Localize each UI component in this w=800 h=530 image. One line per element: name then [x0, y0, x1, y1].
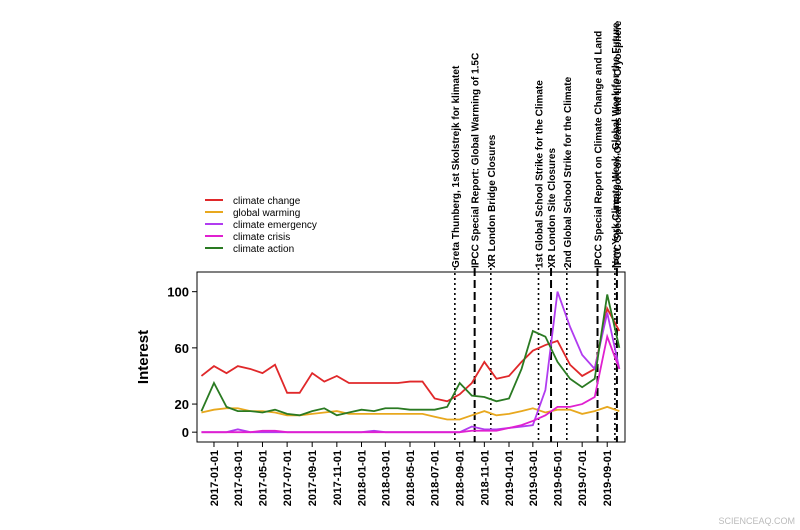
event-label: IPCC Special Report: Global Warming of 1… [471, 53, 482, 268]
x-tick-label: 2018-01-01 [356, 450, 368, 506]
event-label: XR London Site Closures [547, 148, 558, 268]
x-tick-label: 2019-03-01 [528, 450, 540, 506]
legend-label: climate change [233, 196, 301, 207]
plot-frame [196, 271, 626, 443]
x-tick-label: 2017-11-01 [332, 450, 344, 506]
x-tick-label: 2019-07-01 [577, 450, 589, 506]
x-tick-label: 2018-07-01 [430, 450, 442, 506]
y-tick-label: 60 [175, 341, 189, 356]
watermark: SCIENCEAQ.COM [718, 516, 795, 526]
x-tick-label: 2019-05-01 [553, 450, 565, 506]
x-tick-label: 2017-07-01 [282, 450, 294, 506]
x-tick-label: 2017-09-01 [307, 450, 319, 506]
series-line [201, 405, 620, 421]
event-label: IPCC Special Report on Climate Change an… [594, 31, 605, 268]
series-line [200, 305, 621, 403]
x-tick-label: 2019-01-01 [504, 450, 516, 506]
series-line [200, 294, 621, 417]
legend-label: climate action [233, 244, 294, 255]
legend-label: climate emergency [233, 220, 317, 231]
y-tick-label: 0 [182, 425, 189, 440]
x-tick-label: 2017-03-01 [233, 450, 245, 506]
event-label: IPCC Special Report on Oceans and the Cr… [613, 20, 624, 268]
x-tick-label: 2017-05-01 [257, 450, 269, 506]
x-tick-label: 2018-09-01 [455, 450, 467, 506]
y-axis-label: Interest [135, 330, 152, 384]
legend-label: climate crisis [233, 232, 290, 243]
y-tick-label: 100 [167, 285, 189, 300]
x-tick-label: 2019-09-01 [602, 450, 614, 506]
x-tick-label: 2017-01-01 [209, 450, 221, 506]
event-label: New York Climate Week, Global Week for t… [611, 22, 622, 268]
x-tick-label: 2018-03-01 [380, 450, 392, 506]
event-label: 1st Global School Strike for the Climate [535, 80, 546, 268]
series-line [201, 333, 621, 434]
event-label: XR London Bridge Closures [487, 134, 498, 268]
x-tick-label: 2018-05-01 [405, 450, 417, 506]
legend-label: global warming [233, 208, 300, 219]
event-label: Greta Thunberg, 1st Skolstrejk for klima… [451, 65, 462, 268]
y-tick-label: 20 [175, 397, 189, 412]
event-label: 2nd Global School Strike for the Climate [563, 76, 574, 268]
x-tick-label: 2018-11-01 [479, 450, 491, 506]
